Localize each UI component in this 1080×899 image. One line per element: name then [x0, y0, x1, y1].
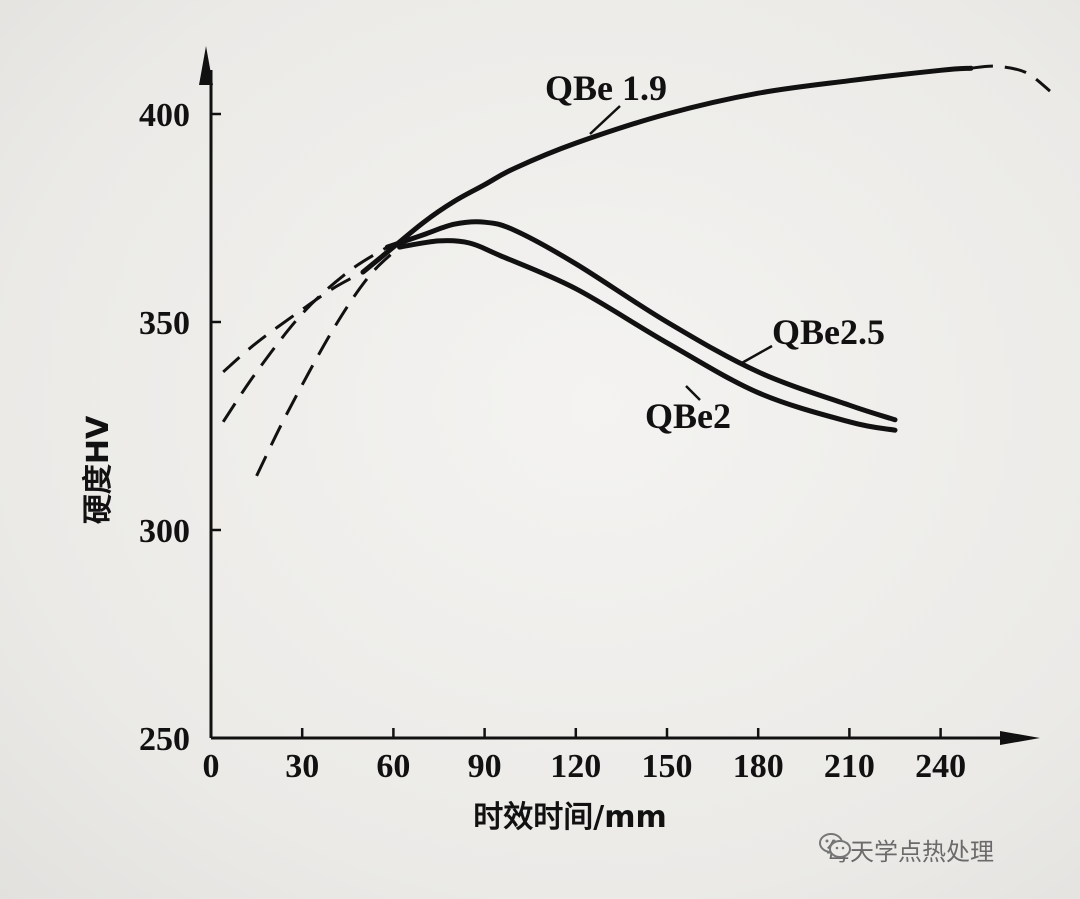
- x-tick-label: 180: [733, 748, 784, 785]
- watermark: 每天学点热处理: [818, 832, 994, 867]
- x-axis-arrow-icon: [1000, 731, 1040, 745]
- x-tick-label: 240: [915, 748, 966, 785]
- series-qbe2-5-dashed-line: [221, 245, 389, 423]
- series-qbe-1-9-line: [360, 65, 974, 275]
- x-tick-label: 150: [642, 748, 693, 785]
- y-tick-label: 250: [139, 721, 190, 758]
- series-qbe-1-9-label: QBe 1.9: [545, 68, 667, 108]
- series-qbe2-dashed-line: [255, 246, 401, 477]
- series-qbe-1-9-leader-line: [589, 105, 621, 135]
- y-tick-label: 300: [139, 513, 190, 550]
- x-axis-title: 时效时间/mm: [473, 800, 666, 835]
- series-qbe2-5-line: [384, 219, 898, 423]
- watermark-text: 每天学点热处理: [826, 838, 994, 866]
- series-qbe-1-9-dashed-end-line: [970, 64, 1051, 93]
- axes: [199, 46, 1040, 745]
- series-lines: [221, 64, 1051, 477]
- ticks: 0 30 60 90 120 150 180 210 240 250 300 350 400: [139, 97, 966, 785]
- y-axis-arrow-icon: [199, 46, 213, 85]
- series-labels: QBe 1.9 QBe2.5 QBe2: [545, 68, 885, 436]
- x-tick-label: 90: [468, 748, 502, 785]
- series-qbe2-5-label: QBe2.5: [772, 312, 885, 352]
- series-qbe2-label: QBe2: [645, 396, 731, 436]
- x-tick-label: 0: [203, 748, 220, 785]
- y-tick-label: 350: [139, 305, 190, 342]
- y-axis-title: 硬度HV: [81, 415, 116, 524]
- series-qbe2-leader-line: [685, 385, 701, 401]
- x-tick-label: 60: [376, 748, 410, 785]
- series-qbe2-line: [397, 238, 898, 433]
- series-qbe-1-9-dashed-line: [222, 270, 364, 374]
- x-tick-label: 210: [824, 748, 875, 785]
- x-tick-label: 120: [550, 748, 601, 785]
- y-tick-label: 400: [139, 97, 190, 134]
- x-tick-label: 30: [285, 748, 319, 785]
- series-qbe2-5-leader-line: [739, 344, 773, 366]
